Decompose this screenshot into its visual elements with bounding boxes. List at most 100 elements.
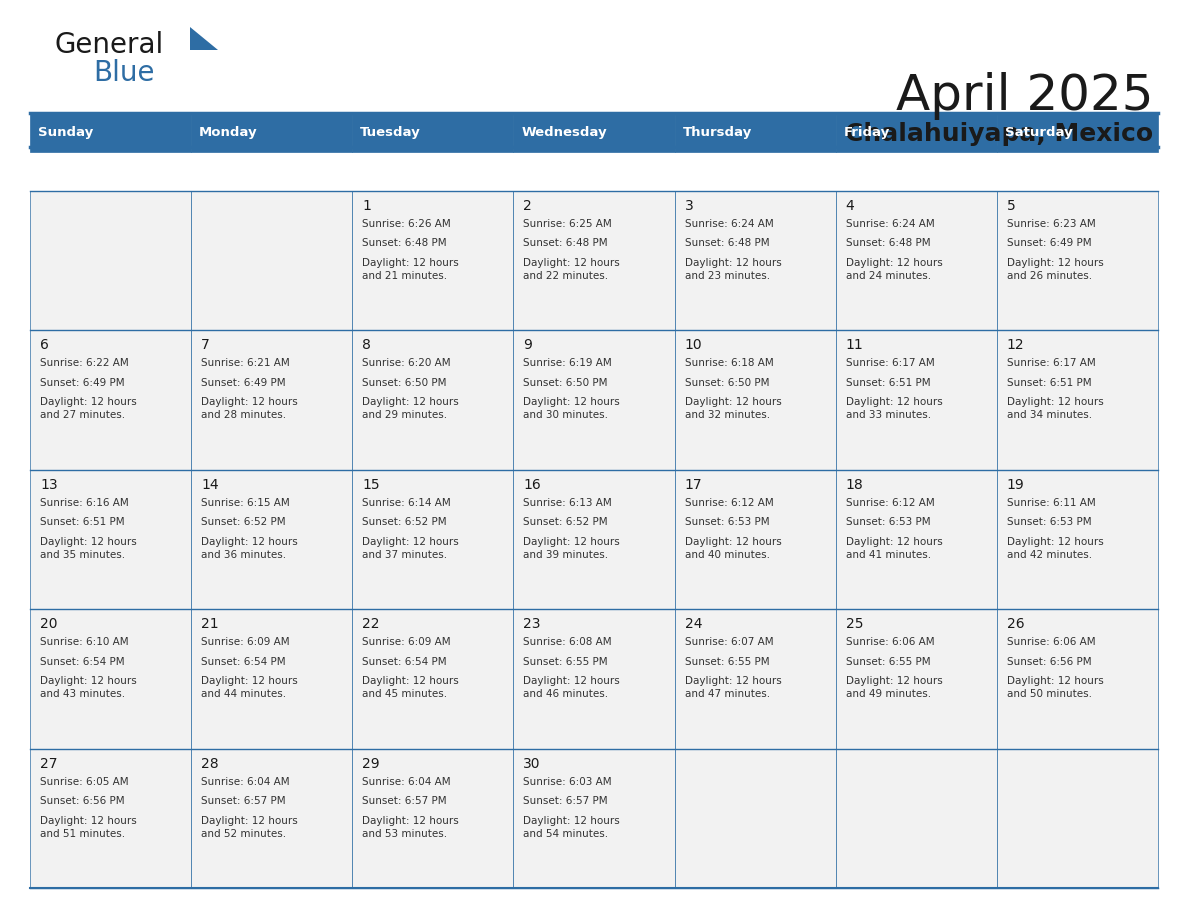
Text: Daylight: 12 hours
and 40 minutes.: Daylight: 12 hours and 40 minutes.: [684, 536, 782, 560]
Text: Sunset: 6:51 PM: Sunset: 6:51 PM: [40, 517, 125, 527]
Text: Sunrise: 6:05 AM: Sunrise: 6:05 AM: [40, 777, 128, 787]
FancyBboxPatch shape: [353, 469, 513, 609]
Text: 27: 27: [40, 756, 57, 770]
FancyBboxPatch shape: [513, 330, 675, 469]
FancyBboxPatch shape: [675, 191, 835, 330]
Text: 13: 13: [40, 477, 58, 491]
Text: Sunrise: 6:17 AM: Sunrise: 6:17 AM: [1007, 358, 1095, 368]
Text: Sunrise: 6:09 AM: Sunrise: 6:09 AM: [362, 637, 451, 647]
FancyBboxPatch shape: [353, 191, 513, 330]
Text: Sunset: 6:54 PM: Sunset: 6:54 PM: [201, 656, 286, 666]
Text: 4: 4: [846, 198, 854, 213]
Text: Sunrise: 6:17 AM: Sunrise: 6:17 AM: [846, 358, 935, 368]
FancyBboxPatch shape: [30, 114, 191, 152]
FancyBboxPatch shape: [675, 469, 835, 609]
Text: Sunrise: 6:22 AM: Sunrise: 6:22 AM: [40, 358, 128, 368]
Text: Sunset: 6:51 PM: Sunset: 6:51 PM: [1007, 377, 1092, 387]
Text: Sunset: 6:55 PM: Sunset: 6:55 PM: [846, 656, 930, 666]
Text: 21: 21: [201, 617, 219, 631]
Text: Sunrise: 6:11 AM: Sunrise: 6:11 AM: [1007, 498, 1095, 508]
Text: Sunset: 6:49 PM: Sunset: 6:49 PM: [1007, 238, 1092, 248]
Text: Sunset: 6:48 PM: Sunset: 6:48 PM: [846, 238, 930, 248]
FancyBboxPatch shape: [30, 191, 191, 330]
Text: Sunset: 6:57 PM: Sunset: 6:57 PM: [524, 796, 608, 806]
Text: Sunrise: 6:07 AM: Sunrise: 6:07 AM: [684, 637, 773, 647]
Text: Sunrise: 6:09 AM: Sunrise: 6:09 AM: [201, 637, 290, 647]
Text: Daylight: 12 hours
and 32 minutes.: Daylight: 12 hours and 32 minutes.: [684, 397, 782, 420]
Text: Sunset: 6:57 PM: Sunset: 6:57 PM: [201, 796, 286, 806]
Text: Sunset: 6:49 PM: Sunset: 6:49 PM: [40, 377, 125, 387]
Text: 19: 19: [1007, 477, 1024, 491]
FancyBboxPatch shape: [191, 330, 353, 469]
FancyBboxPatch shape: [997, 748, 1158, 888]
Text: Thursday: Thursday: [683, 126, 752, 140]
Text: Daylight: 12 hours
and 50 minutes.: Daylight: 12 hours and 50 minutes.: [1007, 676, 1104, 700]
Text: Daylight: 12 hours
and 44 minutes.: Daylight: 12 hours and 44 minutes.: [201, 676, 298, 700]
Text: Sunset: 6:51 PM: Sunset: 6:51 PM: [846, 377, 930, 387]
Text: Sunset: 6:48 PM: Sunset: 6:48 PM: [524, 238, 608, 248]
Text: Daylight: 12 hours
and 21 minutes.: Daylight: 12 hours and 21 minutes.: [362, 258, 459, 281]
Text: Sunrise: 6:26 AM: Sunrise: 6:26 AM: [362, 218, 451, 229]
FancyBboxPatch shape: [513, 609, 675, 748]
FancyBboxPatch shape: [997, 114, 1158, 152]
Text: Sunset: 6:57 PM: Sunset: 6:57 PM: [362, 796, 447, 806]
Text: Sunset: 6:52 PM: Sunset: 6:52 PM: [201, 517, 286, 527]
FancyBboxPatch shape: [191, 609, 353, 748]
Text: Sunrise: 6:23 AM: Sunrise: 6:23 AM: [1007, 218, 1095, 229]
Text: Friday: Friday: [843, 126, 890, 140]
FancyBboxPatch shape: [997, 609, 1158, 748]
FancyBboxPatch shape: [191, 114, 353, 152]
Text: Sunrise: 6:24 AM: Sunrise: 6:24 AM: [684, 218, 773, 229]
Text: 16: 16: [524, 477, 542, 491]
Text: 6: 6: [40, 338, 49, 352]
FancyBboxPatch shape: [835, 609, 997, 748]
Text: Sunset: 6:53 PM: Sunset: 6:53 PM: [1007, 517, 1092, 527]
FancyBboxPatch shape: [191, 748, 353, 888]
Text: Sunrise: 6:06 AM: Sunrise: 6:06 AM: [1007, 637, 1095, 647]
Text: Daylight: 12 hours
and 27 minutes.: Daylight: 12 hours and 27 minutes.: [40, 397, 137, 420]
FancyBboxPatch shape: [353, 609, 513, 748]
FancyBboxPatch shape: [353, 748, 513, 888]
FancyBboxPatch shape: [835, 191, 997, 330]
FancyBboxPatch shape: [513, 469, 675, 609]
Text: Daylight: 12 hours
and 45 minutes.: Daylight: 12 hours and 45 minutes.: [362, 676, 459, 700]
Text: 2: 2: [524, 198, 532, 213]
Text: Daylight: 12 hours
and 35 minutes.: Daylight: 12 hours and 35 minutes.: [40, 536, 137, 560]
Text: Sunrise: 6:19 AM: Sunrise: 6:19 AM: [524, 358, 612, 368]
Text: Sunrise: 6:25 AM: Sunrise: 6:25 AM: [524, 218, 612, 229]
Text: Sunrise: 6:03 AM: Sunrise: 6:03 AM: [524, 777, 612, 787]
Text: Sunset: 6:50 PM: Sunset: 6:50 PM: [524, 377, 608, 387]
Text: Sunset: 6:54 PM: Sunset: 6:54 PM: [40, 656, 125, 666]
FancyBboxPatch shape: [835, 469, 997, 609]
Text: Daylight: 12 hours
and 36 minutes.: Daylight: 12 hours and 36 minutes.: [201, 536, 298, 560]
Text: Daylight: 12 hours
and 29 minutes.: Daylight: 12 hours and 29 minutes.: [362, 397, 459, 420]
Text: 20: 20: [40, 617, 57, 631]
Text: Sunset: 6:52 PM: Sunset: 6:52 PM: [524, 517, 608, 527]
Text: Sunrise: 6:04 AM: Sunrise: 6:04 AM: [201, 777, 290, 787]
Text: Daylight: 12 hours
and 37 minutes.: Daylight: 12 hours and 37 minutes.: [362, 536, 459, 560]
Text: Daylight: 12 hours
and 33 minutes.: Daylight: 12 hours and 33 minutes.: [846, 397, 942, 420]
Text: 28: 28: [201, 756, 219, 770]
Text: Sunset: 6:49 PM: Sunset: 6:49 PM: [201, 377, 286, 387]
FancyBboxPatch shape: [835, 748, 997, 888]
FancyBboxPatch shape: [30, 748, 191, 888]
Text: Daylight: 12 hours
and 47 minutes.: Daylight: 12 hours and 47 minutes.: [684, 676, 782, 700]
Text: Daylight: 12 hours
and 54 minutes.: Daylight: 12 hours and 54 minutes.: [524, 815, 620, 839]
Text: Daylight: 12 hours
and 41 minutes.: Daylight: 12 hours and 41 minutes.: [846, 536, 942, 560]
Text: Daylight: 12 hours
and 34 minutes.: Daylight: 12 hours and 34 minutes.: [1007, 397, 1104, 420]
Text: Sunset: 6:53 PM: Sunset: 6:53 PM: [846, 517, 930, 527]
Text: Sunday: Sunday: [38, 126, 93, 140]
Text: Tuesday: Tuesday: [360, 126, 421, 140]
Text: Sunrise: 6:13 AM: Sunrise: 6:13 AM: [524, 498, 612, 508]
Text: 9: 9: [524, 338, 532, 352]
Text: Sunset: 6:53 PM: Sunset: 6:53 PM: [684, 517, 769, 527]
Text: Daylight: 12 hours
and 28 minutes.: Daylight: 12 hours and 28 minutes.: [201, 397, 298, 420]
Text: April 2025: April 2025: [896, 72, 1154, 120]
FancyBboxPatch shape: [191, 191, 353, 330]
Text: Daylight: 12 hours
and 43 minutes.: Daylight: 12 hours and 43 minutes.: [40, 676, 137, 700]
Text: 29: 29: [362, 756, 380, 770]
Text: 14: 14: [201, 477, 219, 491]
Text: 11: 11: [846, 338, 864, 352]
Text: Sunrise: 6:24 AM: Sunrise: 6:24 AM: [846, 218, 935, 229]
Text: Sunrise: 6:14 AM: Sunrise: 6:14 AM: [362, 498, 451, 508]
